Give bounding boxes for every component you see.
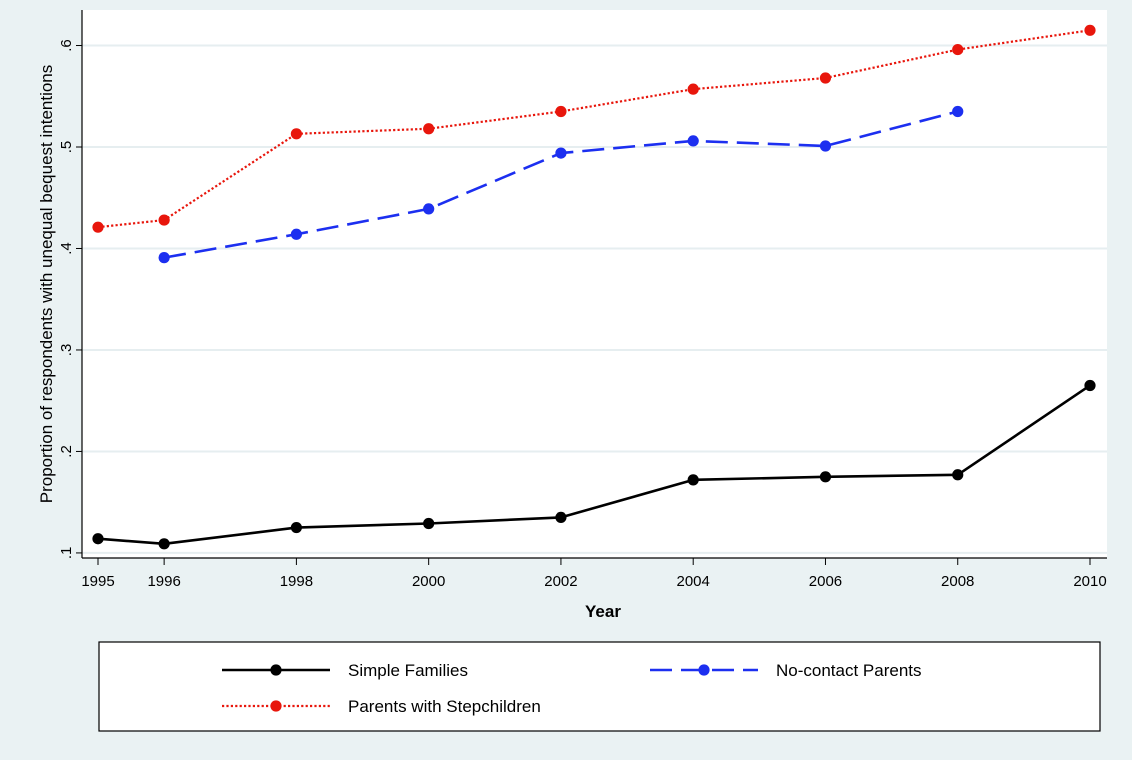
x-tick-label: 2002 bbox=[544, 573, 577, 590]
x-tick-label: 2000 bbox=[412, 573, 445, 590]
x-axis-title: Year bbox=[585, 602, 621, 621]
x-tick-label: 2008 bbox=[941, 573, 974, 590]
plot-background bbox=[82, 10, 1107, 558]
data-point bbox=[952, 469, 964, 481]
legend-marker bbox=[698, 664, 710, 676]
series-lines bbox=[92, 24, 1096, 550]
data-point bbox=[555, 511, 567, 524]
data-point bbox=[158, 538, 170, 550]
series-group bbox=[92, 379, 1096, 550]
y-tick-label: .6 bbox=[58, 39, 75, 52]
data-point bbox=[290, 128, 302, 140]
legend-entry: Simple Families bbox=[222, 661, 468, 680]
axes: .1 .2 .3 .4 .5 .6 1995 1996 1998 2000 2002 2004 2006… bbox=[58, 10, 1107, 590]
y-tick-label: .3 bbox=[58, 344, 75, 357]
data-point bbox=[290, 521, 302, 534]
data-point bbox=[952, 43, 964, 56]
data-point bbox=[687, 83, 699, 95]
legend-marker bbox=[270, 700, 282, 712]
series-group bbox=[158, 105, 964, 264]
data-point bbox=[819, 140, 832, 152]
data-point bbox=[1084, 24, 1096, 36]
x-tick-label: 2006 bbox=[809, 573, 842, 590]
data-point bbox=[687, 135, 699, 147]
data-point bbox=[952, 105, 964, 118]
legend-label: Parents with Stepchildren bbox=[348, 697, 541, 716]
y-axis-title: Proportion of respondents with unequal b… bbox=[37, 65, 56, 504]
series-group bbox=[92, 24, 1096, 233]
data-point bbox=[158, 252, 170, 264]
data-point bbox=[92, 533, 104, 545]
x-tick-label: 1996 bbox=[147, 573, 180, 590]
data-point bbox=[423, 123, 435, 135]
legend-entry: Parents with Stepchildren bbox=[222, 697, 541, 716]
legend-marker bbox=[270, 664, 282, 676]
data-point bbox=[555, 105, 567, 118]
gridlines bbox=[82, 44, 1107, 554]
data-point bbox=[687, 474, 699, 486]
data-point bbox=[92, 221, 104, 233]
y-tick-label: .1 bbox=[58, 547, 75, 560]
data-point bbox=[423, 517, 435, 530]
x-tick-label: 2010 bbox=[1073, 573, 1106, 590]
data-point bbox=[555, 147, 567, 159]
y-tick-label: .2 bbox=[58, 445, 75, 458]
y-tick-label: .5 bbox=[58, 141, 75, 154]
legend: Simple Families No-contact Parents Parents… bbox=[98, 641, 1101, 732]
legend-box bbox=[98, 641, 1101, 732]
data-point bbox=[290, 228, 302, 240]
data-point bbox=[423, 203, 435, 215]
legend-label: Simple Families bbox=[348, 661, 468, 680]
data-point bbox=[158, 214, 170, 226]
x-tick-label: 1995 bbox=[81, 573, 114, 590]
data-point bbox=[819, 471, 832, 483]
legend-label: No-contact Parents bbox=[776, 661, 922, 680]
y-tick-label: .4 bbox=[58, 242, 75, 255]
x-tick-label: 1998 bbox=[280, 573, 313, 590]
x-tick-label: 2004 bbox=[677, 573, 710, 590]
legend-entry: No-contact Parents bbox=[650, 661, 922, 680]
data-point bbox=[819, 72, 832, 84]
data-point bbox=[1084, 379, 1096, 392]
